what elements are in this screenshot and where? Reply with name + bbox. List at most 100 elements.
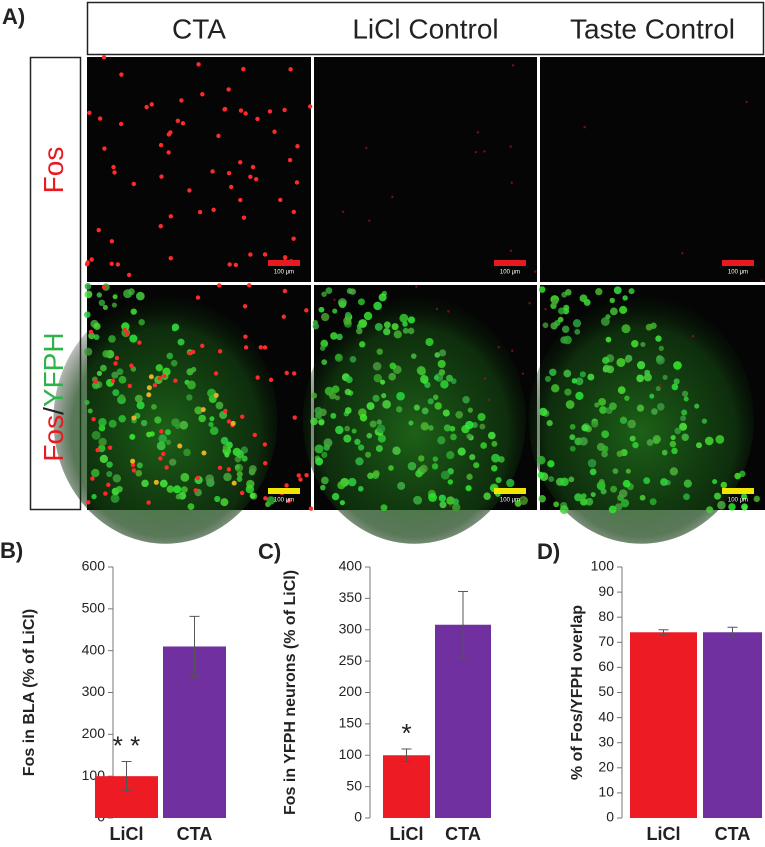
cell (186, 394, 193, 401)
tissue-glow (302, 296, 526, 544)
scale-bar (722, 260, 754, 266)
cell (388, 465, 394, 471)
cell (110, 494, 120, 503)
fos-dot (187, 188, 192, 193)
scale-bar (722, 488, 754, 494)
cell (734, 472, 741, 480)
fos-dot (263, 496, 268, 501)
cell (209, 426, 219, 436)
fos-dot (233, 262, 239, 268)
overlap-dot (200, 407, 206, 413)
fos-dot (511, 349, 514, 353)
cell (339, 500, 345, 506)
cell (636, 374, 644, 383)
cell (388, 372, 397, 381)
overlap-dot (213, 392, 219, 398)
cell (539, 407, 548, 416)
fos-dot (158, 142, 164, 148)
cell (100, 364, 107, 372)
cell (585, 497, 594, 506)
fos-dot (307, 104, 313, 109)
fos-dot (272, 129, 277, 134)
fos-dot (295, 144, 300, 149)
cell (136, 462, 143, 469)
fos-dot (681, 252, 684, 255)
fos-dot (197, 209, 203, 215)
cell (580, 498, 588, 506)
cell (367, 472, 374, 480)
cell (681, 433, 689, 441)
cell (91, 468, 100, 478)
bar (630, 632, 697, 818)
cell (108, 335, 116, 343)
cell (393, 330, 402, 339)
cell (662, 374, 668, 380)
cell (377, 434, 386, 443)
cell (644, 369, 651, 376)
fos-dot (130, 462, 136, 468)
cell (318, 306, 325, 313)
cell (314, 444, 324, 454)
fos-dot (262, 461, 268, 466)
cell (442, 409, 450, 417)
fos-dot (521, 372, 525, 375)
fos-dot (211, 207, 216, 213)
cell (154, 416, 162, 424)
x-tick-label: CTA (715, 824, 751, 844)
cell (701, 418, 708, 424)
cell (351, 428, 357, 434)
fos-dot (159, 429, 164, 434)
cell (378, 293, 387, 302)
cell (557, 316, 564, 323)
cell (537, 471, 545, 479)
fos-dot (164, 465, 169, 470)
cell (480, 442, 488, 449)
cell (420, 422, 429, 431)
fos-dot (308, 506, 314, 511)
y-tick-label: 50 (346, 777, 362, 793)
fos-dot (125, 332, 130, 337)
scale-bar (268, 260, 300, 266)
fos-dot (391, 195, 394, 199)
cell (171, 418, 180, 427)
cell (118, 414, 126, 423)
cell (438, 349, 447, 357)
cell (375, 445, 383, 452)
cell (546, 419, 553, 427)
fos-dot (248, 252, 253, 257)
row-label-part: YFPH (38, 332, 69, 407)
cell (407, 327, 415, 335)
cell (599, 406, 607, 414)
scale-bar-label: 100 μm (274, 498, 294, 504)
cell (455, 410, 463, 419)
cell (382, 399, 392, 409)
cell (338, 300, 347, 309)
cell (214, 495, 221, 503)
cell (629, 435, 636, 442)
cell (241, 455, 248, 462)
cell (681, 409, 688, 416)
cell (563, 304, 570, 311)
cell (477, 412, 486, 422)
cell (609, 402, 617, 411)
y-tick-label: 0 (354, 809, 362, 825)
cell (683, 479, 692, 488)
y-tick-label: 200 (82, 725, 106, 741)
cell (542, 322, 549, 329)
cell (440, 380, 449, 389)
cell (320, 484, 326, 491)
fos-dot (129, 363, 134, 368)
cell (347, 477, 357, 487)
fos-dot (223, 408, 228, 414)
fos-dot (242, 304, 248, 309)
cell (319, 408, 327, 417)
cell (236, 471, 243, 478)
panel-label: D) (537, 539, 560, 564)
cell (402, 321, 408, 327)
cell (141, 479, 149, 488)
y-tick-label: 100 (339, 746, 363, 762)
cell (658, 345, 664, 352)
y-tick-label: 80 (598, 608, 614, 624)
cell (186, 380, 196, 390)
bar (383, 755, 430, 818)
